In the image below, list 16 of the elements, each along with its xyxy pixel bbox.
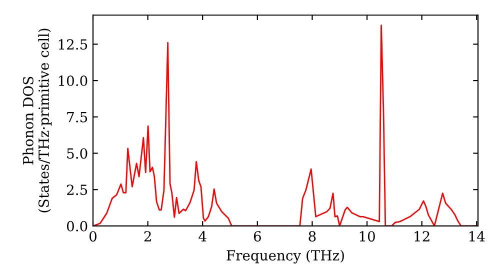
y-tick-label: 10.0 [58,76,88,86]
y-tick-label: 5.0 [67,148,88,159]
y-tick-label: 12.5 [58,39,88,50]
y-tick-label: 0.0 [66,220,88,232]
x-tick-label: 4 [198,231,206,242]
x-tick-label: 10 [360,231,375,242]
x-tick-label: 6 [254,231,261,242]
x-tick-label: 14 [469,231,485,242]
x-tick-label: 2 [144,231,151,242]
x-tick-label: 0 [89,231,96,242]
y-tick-label: 7.5 [67,112,88,122]
x-tick-label: 8 [308,231,316,242]
y-tick-label: 2.5 [66,184,88,196]
x-axis-title: Frequency (THz) [226,250,344,264]
x-tick-label: 12 [414,231,430,242]
y-axis-title: Phonon DOS (States/THz·primitive cell) [22,28,52,212]
